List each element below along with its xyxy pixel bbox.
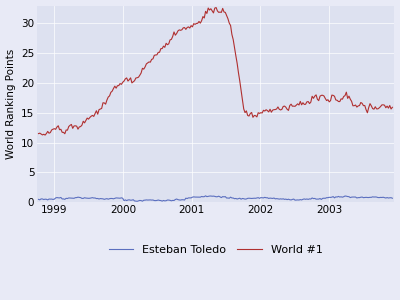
World #1 [50, 128, 55, 131]
Esteban Toledo [36, 198, 41, 201]
World #1 [158, 47, 163, 50]
Line: Esteban Toledo: Esteban Toledo [38, 196, 392, 201]
Esteban Toledo [281, 197, 286, 201]
Esteban Toledo [49, 197, 54, 201]
Line: World #1: World #1 [38, 8, 392, 135]
Esteban Toledo [203, 194, 208, 198]
Esteban Toledo [135, 200, 140, 203]
World #1 [241, 107, 246, 111]
Legend: Esteban Toledo, World #1: Esteban Toledo, World #1 [104, 241, 327, 260]
Esteban Toledo [90, 196, 95, 200]
Esteban Toledo [390, 196, 395, 200]
World #1 [390, 106, 395, 109]
World #1 [214, 6, 218, 9]
Esteban Toledo [131, 198, 136, 202]
Esteban Toledo [158, 199, 163, 202]
World #1 [36, 132, 41, 135]
Y-axis label: World Ranking Points: World Ranking Points [6, 49, 16, 159]
World #1 [43, 133, 48, 137]
World #1 [281, 105, 286, 108]
World #1 [91, 115, 96, 118]
World #1 [132, 79, 137, 83]
Esteban Toledo [241, 197, 246, 200]
